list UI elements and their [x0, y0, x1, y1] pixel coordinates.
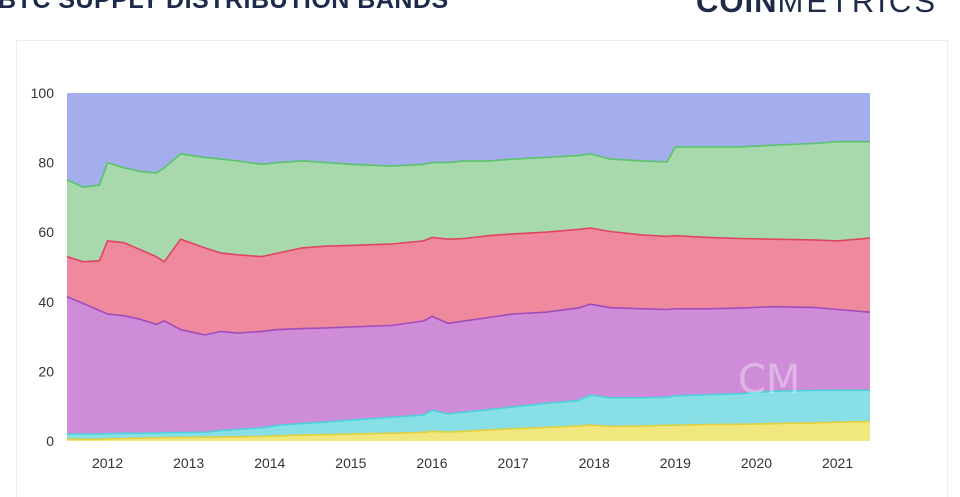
- area-band-5: [67, 141, 870, 262]
- x-tick-label: 2020: [741, 455, 772, 471]
- y-axis: 0 20 40 60 80 100: [31, 85, 55, 449]
- area-band-4: [67, 228, 870, 335]
- x-tick-label: 2015: [335, 455, 366, 471]
- y-tick-label: 40: [38, 294, 54, 310]
- series-line-3: [66, 295, 871, 336]
- cm-watermark: CM: [738, 357, 800, 403]
- y-tick-label: 0: [46, 433, 54, 449]
- coinmetrics-logo: COINMETRICS: [696, 0, 938, 20]
- x-tick-label: 2014: [254, 455, 285, 471]
- x-tick-label: 2016: [416, 455, 447, 471]
- header: BTC SUPPLY DISTRIBUTION BANDS COINMETRIC…: [0, 0, 960, 26]
- brand-bold-text: COIN: [696, 0, 778, 19]
- x-tick-label: 2018: [579, 455, 610, 471]
- series-lines-group: [66, 140, 871, 441]
- y-tick-label: 80: [38, 155, 54, 171]
- series-line-1: [67, 420, 871, 441]
- y-tick-label: 20: [38, 363, 54, 379]
- x-tick-label: 2012: [92, 455, 123, 471]
- chart-title: BTC SUPPLY DISTRIBUTION BANDS: [0, 0, 449, 14]
- brand-light-text: METRICS: [777, 0, 938, 19]
- x-tick-label: 2019: [660, 455, 691, 471]
- y-tick-label: 100: [31, 85, 55, 101]
- series-line-2: [67, 389, 870, 435]
- x-tick-label: 2013: [173, 455, 204, 471]
- x-axis: 2012 2013 2014 2015 2016 2017 2018 2019 2020 2021: [92, 455, 853, 471]
- y-tick-label: 60: [38, 224, 54, 240]
- series-line-5: [66, 140, 870, 188]
- x-tick-label: 2021: [822, 455, 853, 471]
- series-line-4: [66, 227, 871, 263]
- x-tick-label: 2017: [498, 455, 529, 471]
